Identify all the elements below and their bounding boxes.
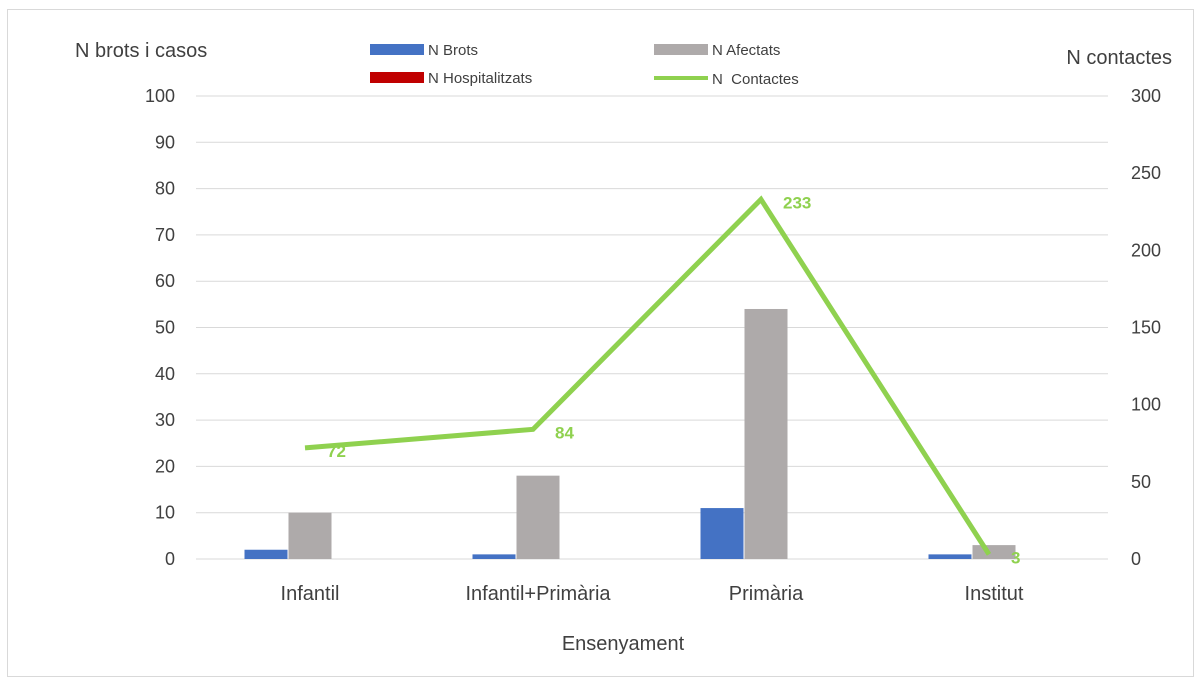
left-tick-label: 40 bbox=[155, 364, 175, 384]
bar-n-brots bbox=[700, 508, 744, 559]
left-tick-label: 70 bbox=[155, 225, 175, 245]
left-tick-label: 90 bbox=[155, 132, 175, 152]
legend-swatch-afectats bbox=[654, 44, 708, 55]
right-tick-label: 150 bbox=[1131, 318, 1161, 338]
bar-n-afectats bbox=[516, 475, 560, 559]
bar-n-afectats bbox=[288, 512, 332, 559]
left-tick-label: 0 bbox=[165, 549, 175, 569]
bar-n-afectats bbox=[972, 545, 1016, 559]
left-axis-title: N brots i casos bbox=[75, 40, 207, 62]
gridlines bbox=[196, 95, 1108, 560]
right-tick-label: 200 bbox=[1131, 240, 1161, 260]
legend: N Brots N Afectats N Hospitalitzats N Co… bbox=[370, 42, 799, 88]
left-tick-label: 20 bbox=[155, 456, 175, 476]
left-axis-ticks: 0 10 20 30 40 50 60 70 80 90 100 bbox=[145, 86, 175, 569]
data-labels: 72 84 233 3 bbox=[327, 193, 1020, 567]
bar-n-afectats bbox=[744, 308, 788, 559]
data-label-contactes: 233 bbox=[783, 193, 811, 212]
legend-label-brots: N Brots bbox=[428, 42, 478, 59]
right-tick-label: 250 bbox=[1131, 163, 1161, 183]
legend-swatch-hospitalitzats bbox=[370, 72, 424, 83]
right-axis-title: N contactes bbox=[1066, 47, 1172, 69]
legend-swatch-brots bbox=[370, 44, 424, 55]
data-label-contactes: 84 bbox=[555, 423, 574, 442]
x-axis-title: Ensenyament bbox=[562, 633, 685, 655]
data-label-contactes: 72 bbox=[327, 442, 346, 461]
bar-series bbox=[244, 308, 1016, 559]
bar-n-brots bbox=[244, 549, 288, 559]
category-label: Infantil bbox=[281, 583, 340, 605]
legend-label-afectats: N Afectats bbox=[712, 42, 780, 59]
right-tick-label: 50 bbox=[1131, 472, 1151, 492]
right-axis-ticks: 0 50 100 150 200 250 300 bbox=[1131, 86, 1161, 569]
bar-n-brots bbox=[928, 554, 972, 559]
category-label: Institut bbox=[965, 583, 1024, 605]
right-tick-label: 300 bbox=[1131, 86, 1161, 106]
right-tick-label: 0 bbox=[1131, 549, 1141, 569]
line-series bbox=[304, 195, 992, 556]
left-tick-label: 60 bbox=[155, 271, 175, 291]
left-tick-label: 50 bbox=[155, 318, 175, 338]
chart-frame bbox=[7, 9, 1194, 677]
legend-label-contactes: N Contactes bbox=[712, 71, 799, 88]
category-labels: Infantil Infantil+Primària Primària Institu… bbox=[281, 583, 1024, 605]
line-contactes bbox=[304, 195, 992, 556]
legend-label-hospitalitzats: N Hospitalitzats bbox=[428, 70, 532, 87]
right-tick-label: 100 bbox=[1131, 395, 1161, 415]
left-tick-label: 30 bbox=[155, 410, 175, 430]
data-label-contactes: 3 bbox=[1011, 548, 1020, 567]
category-label: Primària bbox=[729, 583, 804, 605]
left-tick-label: 80 bbox=[155, 179, 175, 199]
bar-n-brots bbox=[472, 554, 516, 559]
left-tick-label: 100 bbox=[145, 86, 175, 106]
category-label: Infantil+Primària bbox=[465, 583, 611, 605]
left-tick-label: 10 bbox=[155, 503, 175, 523]
